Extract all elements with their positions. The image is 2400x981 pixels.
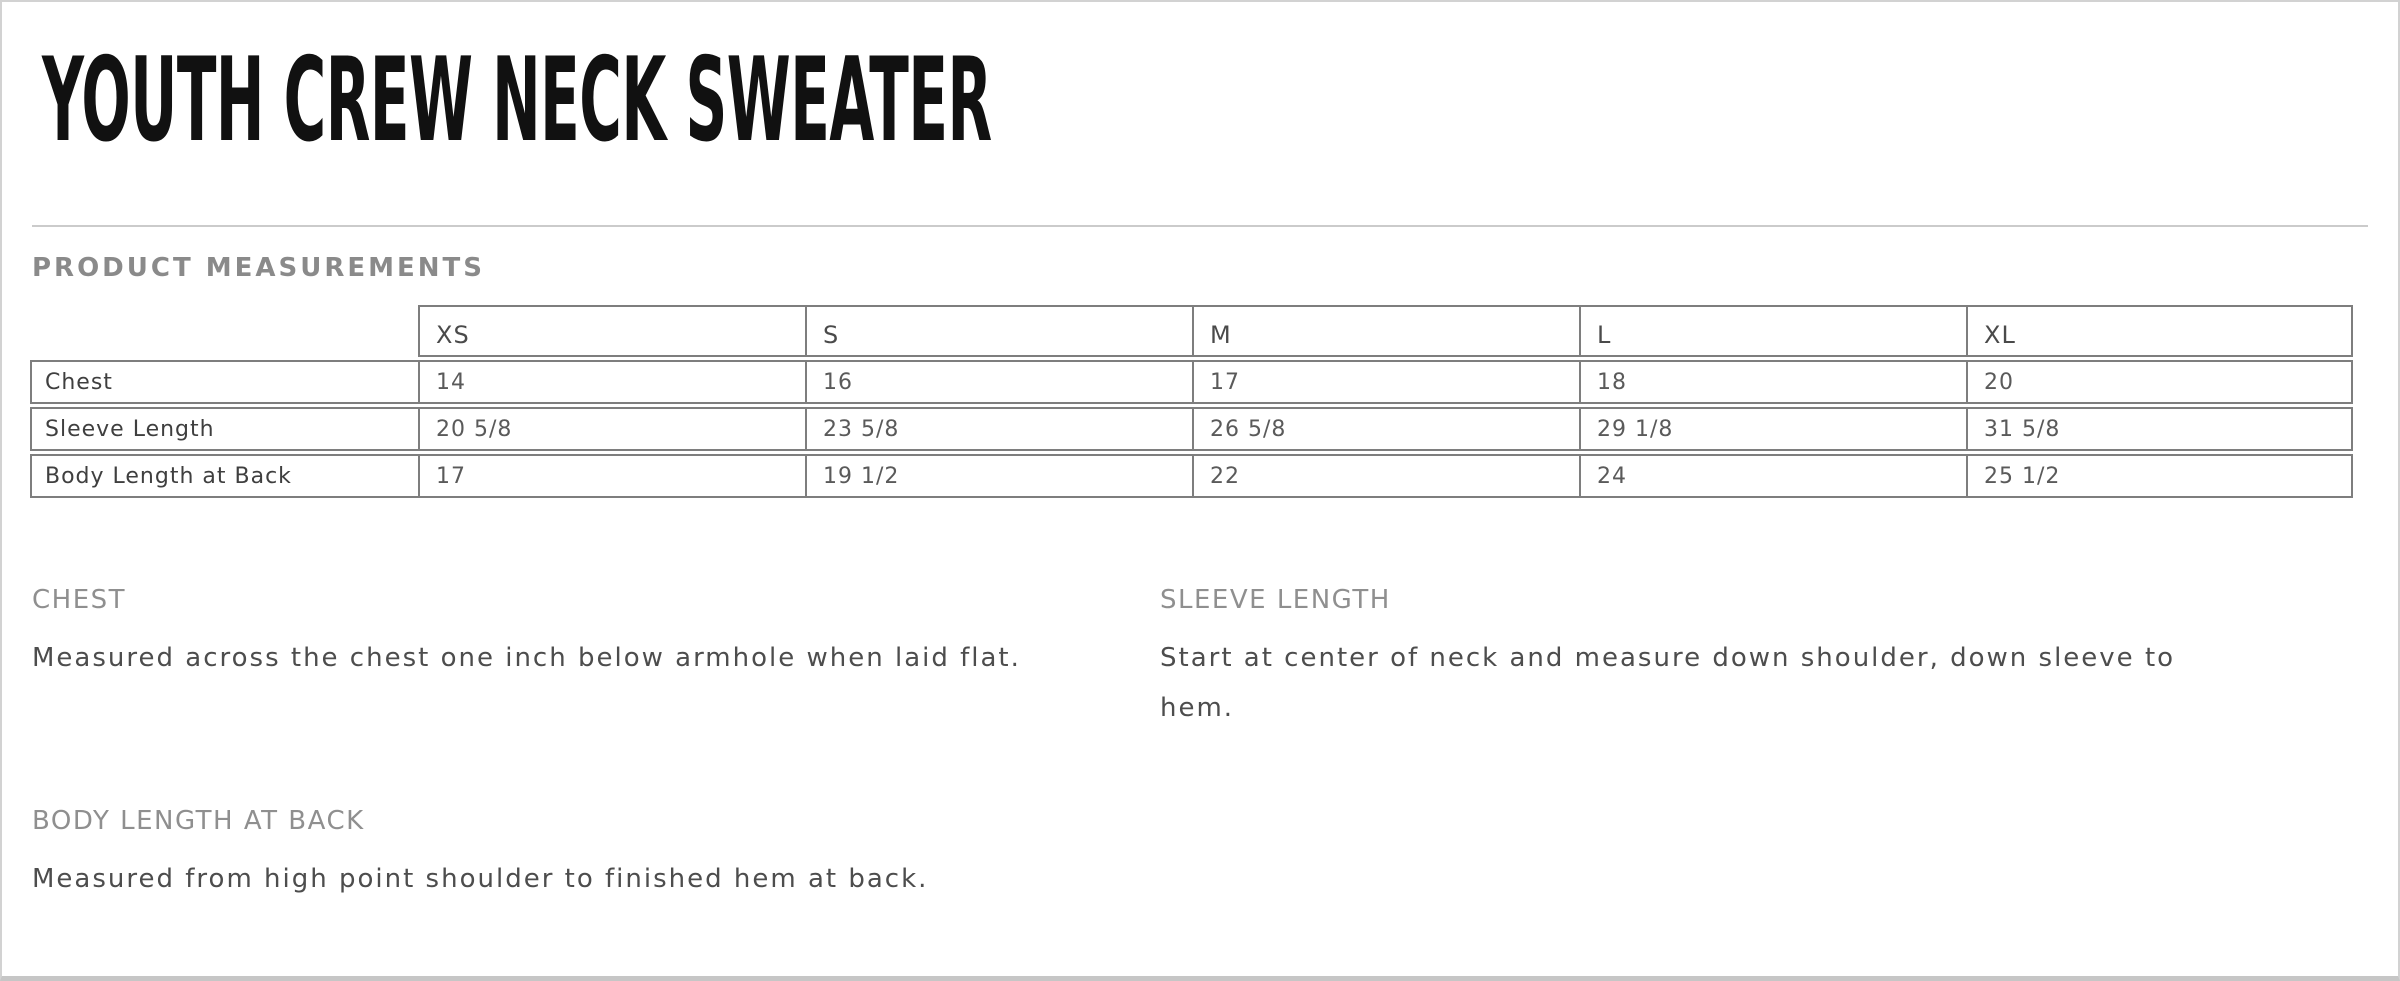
chest-description-heading: CHEST	[32, 585, 127, 615]
sleeve-xs: 20 5/8	[418, 407, 805, 451]
chest-s: 16	[805, 360, 1192, 404]
measurement-descriptions: CHEST Measured across the chest one inch…	[32, 581, 2368, 904]
sleeve-length-description: SLEEVE LENGTH Start at center of neck an…	[1160, 581, 2220, 733]
chest-m: 17	[1192, 360, 1579, 404]
sleeve-l: 29 1/8	[1579, 407, 1966, 451]
chest-xl: 20	[1966, 360, 2353, 404]
body-m: 22	[1192, 454, 1579, 498]
table-corner-cell	[30, 305, 418, 357]
table-row-body-length: Body Length at Back 17 19 1/2 22 24 25 1…	[30, 454, 2353, 498]
sleeve-s: 23 5/8	[805, 407, 1192, 451]
table-row-chest: Chest 14 16 17 18 20	[30, 360, 2353, 404]
sleeve-m: 26 5/8	[1192, 407, 1579, 451]
empty-grid-cell	[1160, 802, 2220, 904]
size-header-l: L	[1579, 305, 1966, 357]
chest-xs: 14	[418, 360, 805, 404]
sleeve-length-description-heading: SLEEVE LENGTH	[1160, 585, 1391, 615]
page-title: YOUTH CREW NECK SWEATER	[42, 33, 2368, 168]
body-l: 24	[1579, 454, 1966, 498]
sleeve-length-description-text: Start at center of neck and measure down…	[1160, 643, 2176, 723]
size-header-s: S	[805, 305, 1192, 357]
size-header-xs: XS	[418, 305, 805, 357]
size-header-m: M	[1192, 305, 1579, 357]
measurements-table: XS S M L XL Chest 14 16 17 18 20 Sleeve …	[30, 302, 2353, 501]
row-label-sleeve-length: Sleeve Length	[30, 407, 418, 451]
body-length-description-heading: BODY LENGTH AT BACK	[32, 806, 365, 836]
chest-l: 18	[1579, 360, 1966, 404]
body-s: 19 1/2	[805, 454, 1192, 498]
product-measurements-heading: PRODUCT MEASUREMENTS	[32, 253, 485, 283]
body-xl: 25 1/2	[1966, 454, 2353, 498]
body-length-description: BODY LENGTH AT BACK Measured from high p…	[32, 802, 1092, 904]
body-length-description-text: Measured from high point shoulder to fin…	[32, 864, 929, 894]
sleeve-xl: 31 5/8	[1966, 407, 2353, 451]
title-divider	[32, 225, 2368, 227]
body-xs: 17	[418, 454, 805, 498]
table-row-sleeve-length: Sleeve Length 20 5/8 23 5/8 26 5/8 29 1/…	[30, 407, 2353, 451]
page-title-text: YOUTH CREW NECK SWEATER	[42, 33, 992, 168]
size-header-row: XS S M L XL	[30, 305, 2353, 357]
size-header-xl: XL	[1966, 305, 2353, 357]
row-label-chest: Chest	[30, 360, 418, 404]
chest-description-text: Measured across the chest one inch below…	[32, 643, 1021, 673]
row-label-body-length: Body Length at Back	[30, 454, 418, 498]
chest-description: CHEST Measured across the chest one inch…	[32, 581, 1092, 733]
